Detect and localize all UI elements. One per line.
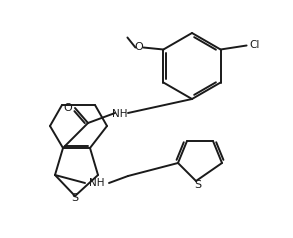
Text: NH: NH xyxy=(112,109,128,119)
Text: Cl: Cl xyxy=(249,40,260,50)
Text: NH: NH xyxy=(89,178,105,188)
Text: O: O xyxy=(134,43,143,53)
Text: S: S xyxy=(195,180,202,190)
Text: O: O xyxy=(64,103,72,113)
Text: S: S xyxy=(71,193,79,203)
